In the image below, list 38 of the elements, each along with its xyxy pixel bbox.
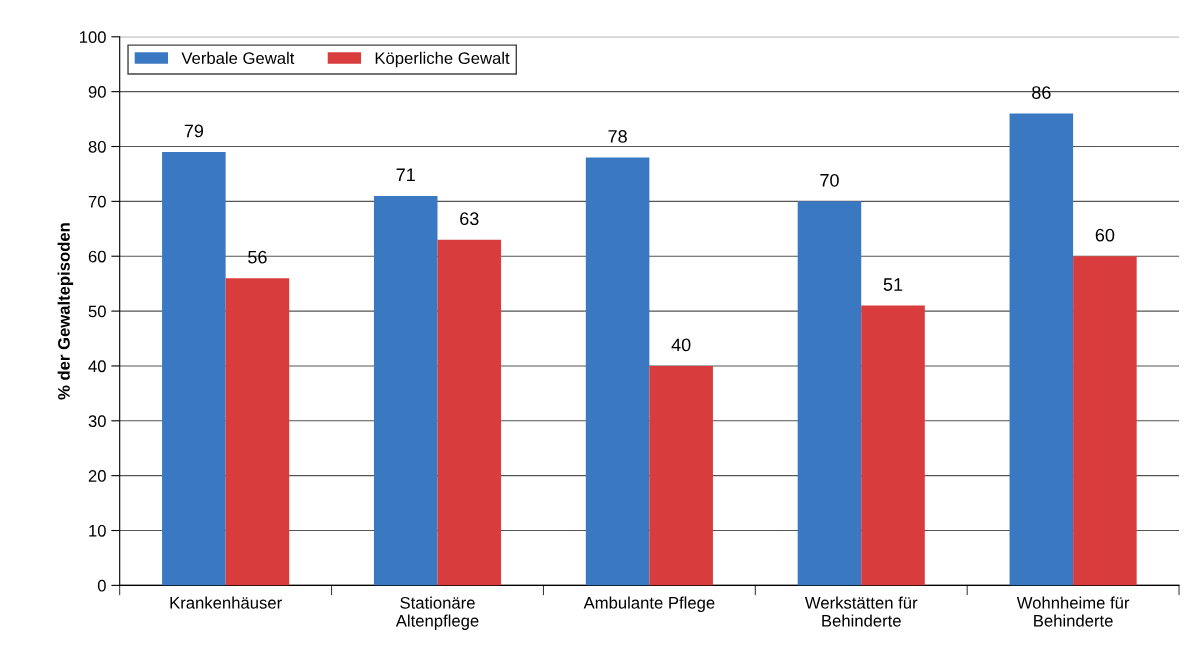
y-axis-title: % der Gewaltepisoden	[57, 223, 74, 400]
x-tick-label: Werkstätten für Behinderte	[804, 596, 918, 627]
x-tick-label: Ambulante Pflege	[583, 596, 715, 613]
bar	[797, 201, 862, 586]
y-tick-label: 100	[79, 31, 106, 43]
data-label: 71	[396, 168, 415, 182]
y-tick-label: 20	[88, 470, 106, 482]
data-label: 40	[671, 338, 691, 352]
bar	[373, 195, 438, 586]
x-tick-label: Stationäre Altenpflege	[395, 596, 479, 630]
y-tick-label: 60	[88, 250, 106, 263]
legend-label: Köperliche Gewalt	[375, 51, 510, 68]
data-label: 63	[460, 212, 479, 226]
data-label: 79	[184, 124, 204, 138]
bar	[1009, 113, 1074, 586]
bar	[649, 365, 713, 586]
y-tick-label: 80	[88, 140, 106, 153]
bar	[861, 305, 925, 586]
legend-label: Verbale Gewalt	[181, 51, 295, 65]
data-label: 60	[1095, 228, 1115, 242]
x-tick-label: Wohnheime für Behinderte	[1016, 596, 1130, 627]
data-label: 70	[820, 173, 839, 187]
y-tick-label: 0	[97, 579, 106, 592]
bar	[1073, 256, 1137, 586]
y-tick-label: 10	[89, 524, 106, 537]
x-tick-label: Krankenhäuser	[170, 596, 282, 609]
y-tick-label: 50	[88, 305, 106, 318]
data-label: 56	[248, 250, 267, 264]
data-label: 78	[608, 130, 627, 143]
bar	[162, 152, 226, 586]
y-tick-label: 40	[88, 360, 106, 373]
data-label: 51	[883, 278, 903, 291]
bar	[585, 157, 650, 586]
bar	[225, 278, 290, 586]
y-tick-label: 90	[88, 86, 106, 98]
bar	[437, 239, 502, 586]
y-tick-label: 30	[88, 415, 106, 427]
y-tick-label: 70	[88, 195, 106, 208]
